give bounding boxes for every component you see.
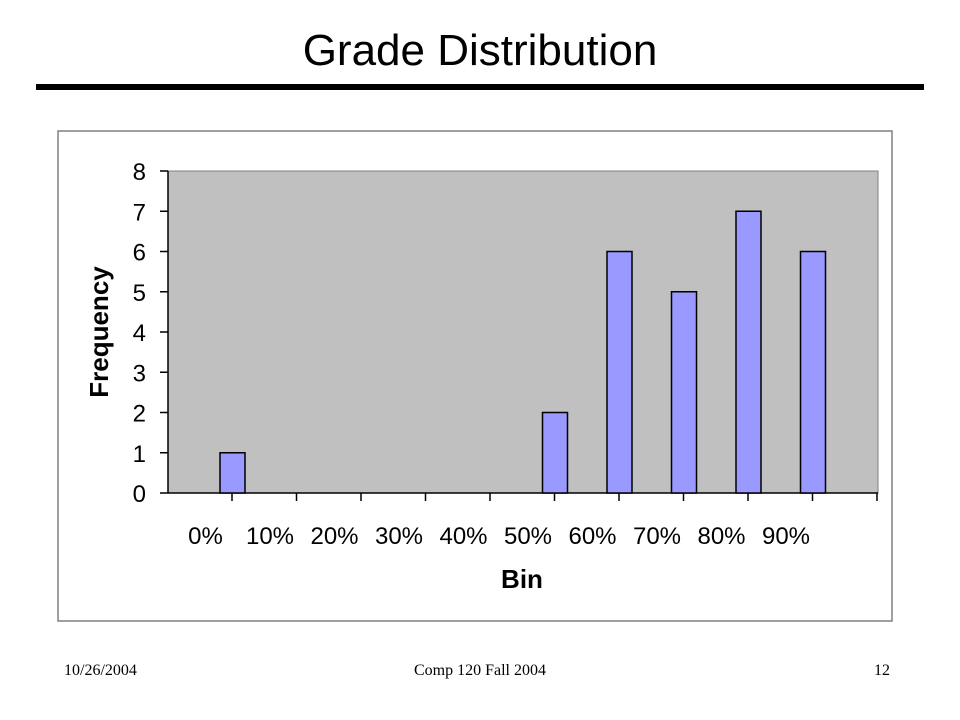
x-tick-label: 90% xyxy=(762,523,810,550)
x-axis-title: Bin xyxy=(501,564,543,594)
footer-course: Comp 120 Fall 2004 xyxy=(413,662,546,679)
y-tick-label: 6 xyxy=(133,240,146,267)
x-tick-label: 0% xyxy=(188,523,223,550)
plot-area xyxy=(167,170,879,494)
y-tick-label: 8 xyxy=(133,159,146,186)
x-tick-label: 60% xyxy=(568,523,616,550)
bars xyxy=(219,210,827,494)
x-tick-label: 30% xyxy=(375,523,423,550)
bar-70pct xyxy=(670,291,698,494)
slide-title: Grade Distribution xyxy=(302,26,658,75)
x-tick-label: 40% xyxy=(439,523,487,550)
y-tick-label: 7 xyxy=(133,199,146,226)
bar-90pct xyxy=(799,250,827,494)
y-tick-label: 1 xyxy=(133,441,146,468)
footer-date: 10/26/2004 xyxy=(64,662,137,679)
y-tick-label: 5 xyxy=(133,280,146,307)
footer-page-number: 12 xyxy=(874,662,890,679)
bar-50pct xyxy=(541,411,569,494)
y-tick-label: 3 xyxy=(133,360,146,387)
bar-80pct xyxy=(735,210,762,494)
y-axis-title: Frequency xyxy=(84,266,114,398)
x-tick-label: 20% xyxy=(310,523,358,550)
x-tick-label: 10% xyxy=(246,523,294,550)
y-axis: 0 1 2 3 4 5 6 7 8 xyxy=(133,159,169,508)
x-tick-label: 80% xyxy=(697,523,745,550)
y-tick-label: 2 xyxy=(133,401,146,428)
title-divider xyxy=(36,84,924,90)
x-tick-label: 70% xyxy=(633,523,681,550)
y-tick-label: 4 xyxy=(133,320,146,347)
x-tick-label: 50% xyxy=(504,523,552,550)
bar-0pct xyxy=(219,452,246,494)
y-tick-label: 0 xyxy=(133,481,146,508)
bar-60pct xyxy=(606,250,633,494)
